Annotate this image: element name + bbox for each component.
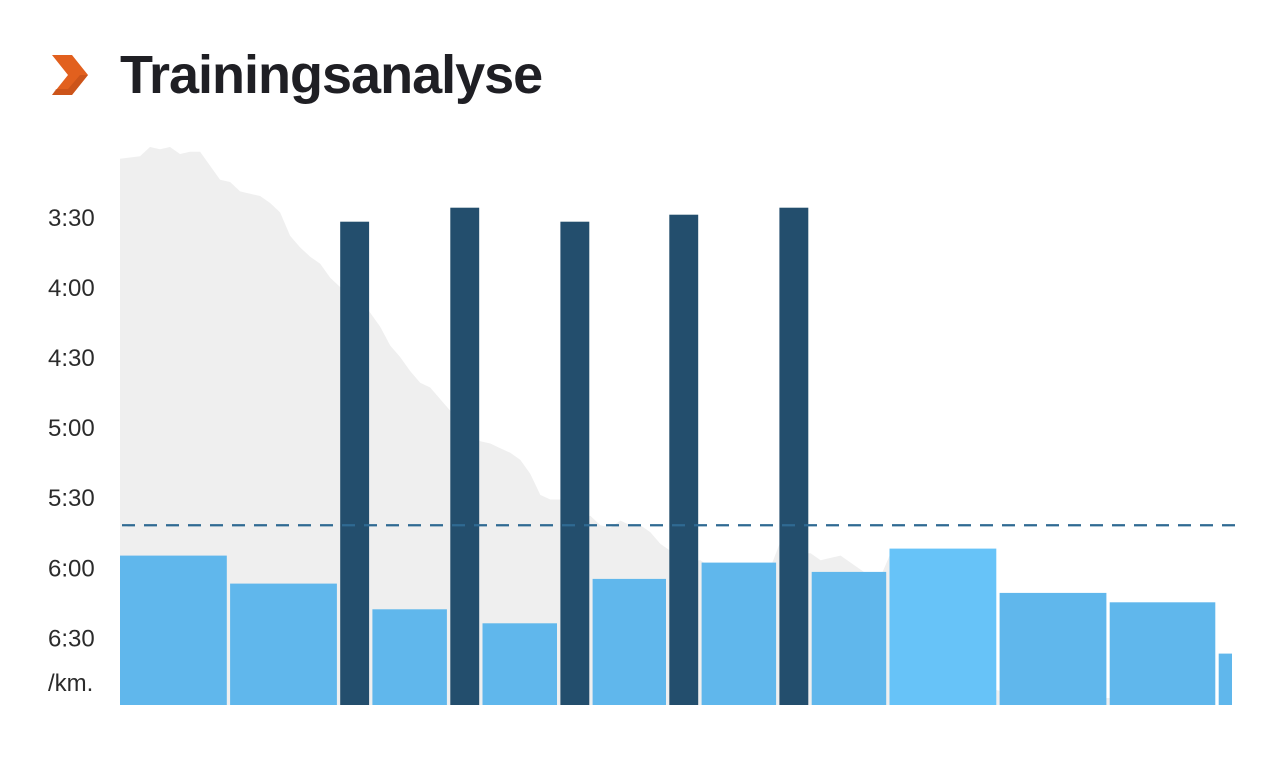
segment-bar-15	[1218, 653, 1232, 705]
segment-bar-13	[999, 592, 1107, 705]
y-tick-label: 4:30	[48, 345, 95, 372]
segment-bar-12	[889, 548, 997, 705]
segment-bar-14	[1109, 602, 1216, 705]
segment-bar-3	[372, 609, 447, 705]
segment-bar-1	[230, 583, 337, 705]
segment-bar-7	[592, 578, 666, 705]
segment-bar-11	[811, 571, 887, 705]
page-header: Trainingsanalyse	[50, 40, 543, 110]
segment-bar-9	[701, 562, 777, 705]
y-unit-label: /km.	[48, 670, 93, 697]
profile-area	[120, 147, 1232, 705]
y-tick-label: 4:00	[48, 275, 95, 302]
interval-bar-10	[779, 207, 809, 705]
interval-bar-4	[450, 207, 480, 705]
page-title: Trainingsanalyse	[120, 45, 543, 105]
y-tick-label: 3:30	[48, 205, 95, 232]
chevron-right-icon	[52, 55, 88, 95]
interval-bar-6	[560, 221, 590, 705]
interval-bar-8	[669, 214, 699, 705]
segment-bar-5	[482, 623, 557, 705]
interval-bar-2	[340, 221, 370, 705]
y-tick-label: 6:00	[48, 555, 95, 582]
y-tick-label: 6:30	[48, 625, 95, 652]
y-tick-label: 5:00	[48, 415, 95, 442]
segment-bar-0	[120, 555, 227, 705]
y-tick-label: 5:30	[48, 485, 95, 512]
